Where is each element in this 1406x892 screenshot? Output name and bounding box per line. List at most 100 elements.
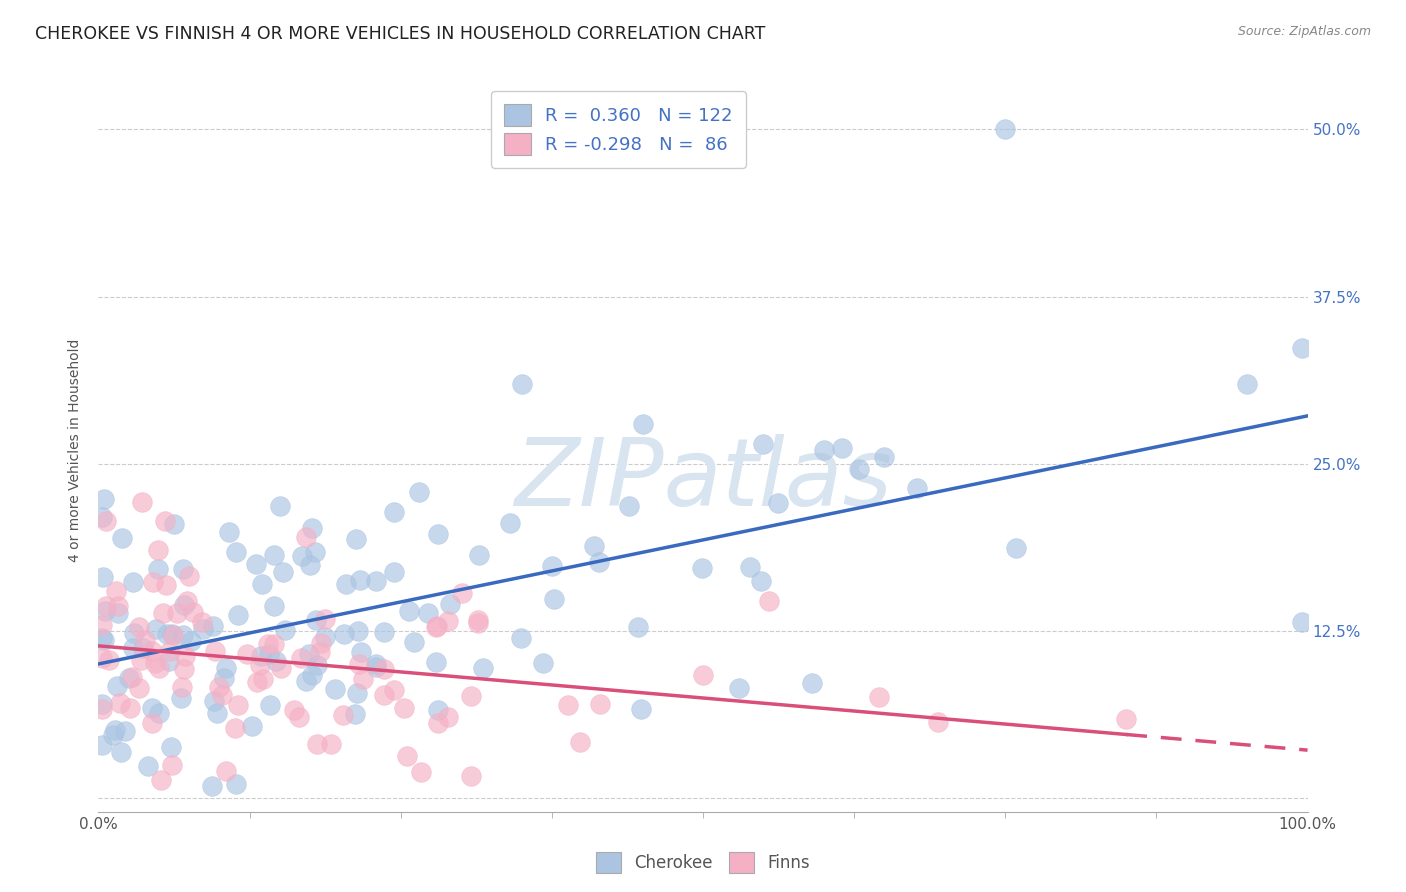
- Point: [202, 619, 225, 633]
- Point: [274, 624, 297, 638]
- Point: [170, 690, 193, 705]
- Point: [240, 719, 263, 733]
- Point: [437, 710, 460, 724]
- Point: [202, 694, 225, 708]
- Point: [148, 661, 170, 675]
- Point: [134, 632, 156, 647]
- Point: [114, 724, 136, 739]
- Point: [107, 606, 129, 620]
- Point: [263, 636, 285, 650]
- Point: [246, 675, 269, 690]
- Text: ZIPatlas: ZIPatlas: [515, 434, 891, 524]
- Point: [382, 565, 405, 579]
- Y-axis label: 4 or more Vehicles in Household: 4 or more Vehicles in Household: [69, 339, 83, 562]
- Point: [349, 573, 371, 587]
- Point: [309, 644, 332, 658]
- Point: [141, 716, 163, 731]
- Point: [382, 505, 405, 519]
- Point: [283, 703, 305, 717]
- Point: [692, 668, 714, 682]
- Point: [96, 599, 118, 613]
- Point: [319, 737, 342, 751]
- Point: [425, 655, 447, 669]
- Point: [813, 443, 835, 458]
- Point: [132, 640, 155, 655]
- Point: [1236, 376, 1258, 391]
- Point: [110, 745, 132, 759]
- Point: [208, 680, 231, 694]
- Point: [450, 586, 472, 600]
- Point: [91, 651, 114, 665]
- Point: [467, 613, 489, 627]
- Point: [301, 520, 323, 534]
- Point: [467, 615, 489, 630]
- Point: [118, 671, 141, 685]
- Point: [848, 462, 870, 476]
- Point: [141, 643, 163, 657]
- Point: [299, 558, 322, 572]
- Point: [204, 644, 226, 658]
- Point: [236, 648, 259, 662]
- Point: [344, 707, 367, 722]
- Point: [314, 612, 336, 626]
- Point: [257, 637, 280, 651]
- Point: [128, 620, 150, 634]
- Point: [143, 656, 166, 670]
- Point: [418, 606, 440, 620]
- Point: [174, 648, 197, 663]
- Point: [201, 779, 224, 793]
- Point: [630, 702, 652, 716]
- Point: [1291, 615, 1313, 630]
- Point: [180, 633, 202, 648]
- Point: [305, 658, 328, 673]
- Point: [427, 716, 450, 731]
- Point: [305, 613, 328, 627]
- Point: [257, 647, 280, 661]
- Point: [335, 577, 357, 591]
- Point: [91, 618, 114, 632]
- Point: [314, 630, 336, 644]
- Point: [110, 696, 132, 710]
- Point: [364, 657, 387, 672]
- Point: [101, 728, 124, 742]
- Point: [93, 632, 115, 647]
- Point: [758, 593, 780, 607]
- Point: [426, 619, 449, 633]
- Point: [510, 376, 533, 391]
- Point: [91, 738, 114, 752]
- Point: [751, 574, 773, 589]
- Point: [332, 708, 354, 723]
- Point: [160, 758, 183, 772]
- Point: [145, 622, 167, 636]
- Point: [93, 492, 115, 507]
- Point: [332, 627, 354, 641]
- Point: [589, 697, 612, 711]
- Point: [408, 484, 430, 499]
- Point: [472, 661, 495, 675]
- Point: [619, 499, 641, 513]
- Point: [160, 627, 183, 641]
- Point: [364, 574, 387, 589]
- Point: [905, 481, 928, 495]
- Point: [152, 606, 174, 620]
- Point: [214, 764, 236, 779]
- Point: [766, 495, 789, 509]
- Point: [460, 689, 482, 703]
- Text: Source: ZipAtlas.com: Source: ZipAtlas.com: [1237, 25, 1371, 38]
- Point: [172, 561, 194, 575]
- Point: [301, 668, 323, 682]
- Point: [181, 606, 204, 620]
- Point: [352, 672, 374, 686]
- Point: [295, 530, 318, 544]
- Point: [91, 702, 114, 716]
- Point: [1115, 712, 1137, 726]
- Point: [172, 628, 194, 642]
- Point: [728, 681, 751, 696]
- Point: [207, 706, 229, 720]
- Point: [831, 441, 853, 455]
- Point: [460, 769, 482, 783]
- Point: [173, 662, 195, 676]
- Point: [104, 723, 127, 737]
- Point: [157, 654, 180, 668]
- Point: [166, 606, 188, 620]
